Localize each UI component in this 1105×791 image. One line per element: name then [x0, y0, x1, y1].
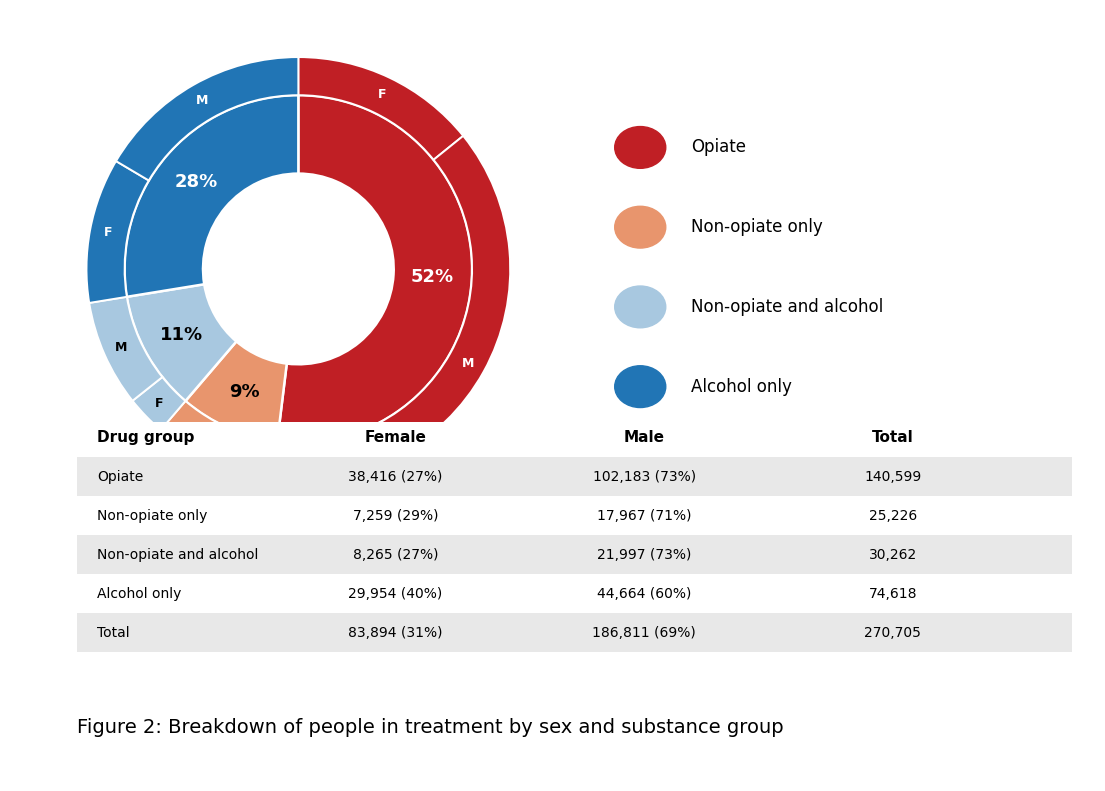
Text: Total: Total [97, 626, 130, 639]
Text: M: M [196, 94, 209, 107]
Text: 25,226: 25,226 [869, 509, 917, 523]
Wedge shape [298, 57, 463, 160]
Wedge shape [133, 377, 186, 430]
Text: Alcohol only: Alcohol only [692, 377, 792, 396]
Text: 29,954 (40%): 29,954 (40%) [348, 587, 443, 600]
Text: Total: Total [872, 430, 914, 445]
Text: 17,967 (71%): 17,967 (71%) [597, 509, 692, 523]
Text: 83,894 (31%): 83,894 (31%) [348, 626, 443, 639]
Text: M: M [462, 357, 474, 369]
Text: 28%: 28% [175, 172, 218, 191]
FancyBboxPatch shape [77, 574, 1072, 613]
Text: M: M [115, 341, 127, 354]
Text: 8,265 (27%): 8,265 (27%) [352, 547, 439, 562]
Text: 11%: 11% [159, 326, 202, 344]
FancyBboxPatch shape [77, 496, 1072, 535]
Text: Non-opiate only: Non-opiate only [692, 218, 823, 237]
Text: Opiate: Opiate [692, 138, 746, 157]
Circle shape [614, 127, 665, 168]
FancyBboxPatch shape [77, 535, 1072, 574]
Text: 44,664 (60%): 44,664 (60%) [597, 587, 692, 600]
Text: Alcohol only: Alcohol only [97, 587, 181, 600]
Text: Figure 2: Breakdown of people in treatment by sex and substance group: Figure 2: Breakdown of people in treatme… [77, 718, 783, 737]
Wedge shape [160, 401, 249, 472]
Text: 21,997 (73%): 21,997 (73%) [597, 547, 692, 562]
Text: 9%: 9% [229, 383, 260, 401]
Wedge shape [125, 95, 298, 297]
Text: F: F [254, 452, 263, 465]
Text: F: F [155, 397, 164, 410]
Text: Female: Female [365, 430, 427, 445]
Text: 38,416 (27%): 38,416 (27%) [348, 470, 443, 483]
Wedge shape [90, 297, 162, 401]
Text: F: F [378, 88, 386, 100]
Text: Male: Male [623, 430, 665, 445]
FancyBboxPatch shape [77, 422, 1072, 457]
FancyBboxPatch shape [77, 613, 1072, 652]
Text: Opiate: Opiate [97, 470, 144, 483]
Wedge shape [273, 136, 511, 481]
Text: 30,262: 30,262 [869, 547, 917, 562]
Text: Drug group: Drug group [97, 430, 194, 445]
Text: Non-opiate and alcohol: Non-opiate and alcohol [692, 298, 884, 316]
Text: 270,705: 270,705 [864, 626, 922, 639]
Wedge shape [86, 161, 149, 303]
Text: Non-opiate and alcohol: Non-opiate and alcohol [97, 547, 259, 562]
Text: 52%: 52% [411, 268, 454, 286]
Circle shape [614, 365, 665, 407]
Wedge shape [116, 57, 298, 180]
FancyBboxPatch shape [77, 457, 1072, 496]
Wedge shape [127, 284, 236, 401]
Wedge shape [238, 435, 277, 479]
Text: 74,618: 74,618 [869, 587, 917, 600]
Text: 7,259 (29%): 7,259 (29%) [352, 509, 439, 523]
Circle shape [614, 206, 665, 248]
Text: 140,599: 140,599 [864, 470, 922, 483]
Wedge shape [277, 95, 472, 443]
Text: Non-opiate only: Non-opiate only [97, 509, 208, 523]
Text: 186,811 (69%): 186,811 (69%) [592, 626, 696, 639]
Circle shape [614, 286, 665, 327]
Text: F: F [104, 226, 112, 240]
Wedge shape [186, 342, 287, 441]
Text: 102,183 (73%): 102,183 (73%) [592, 470, 696, 483]
Text: M: M [199, 433, 212, 445]
